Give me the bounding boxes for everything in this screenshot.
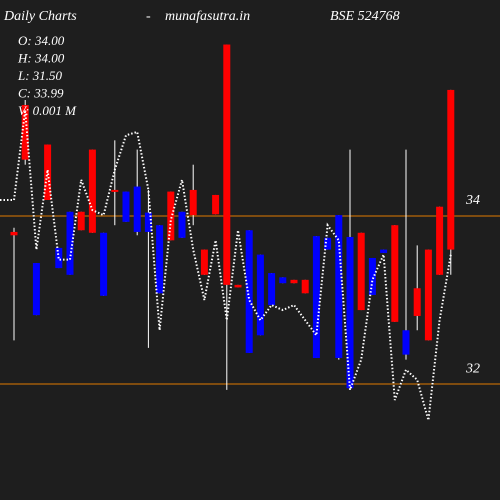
chart-title: Daily Charts xyxy=(3,9,77,24)
candle-body xyxy=(391,225,399,322)
candle-body xyxy=(256,254,264,336)
candle-body xyxy=(144,212,152,232)
candle-body xyxy=(100,232,108,296)
candle-body xyxy=(32,263,40,316)
candle-body xyxy=(368,257,376,295)
candle-body xyxy=(357,232,365,311)
candle-body xyxy=(122,191,130,222)
ohlc-info: H: 34.00 xyxy=(17,50,65,65)
candle-body xyxy=(66,211,74,275)
candle-body xyxy=(402,330,410,355)
candle-body xyxy=(413,288,421,316)
candle-body xyxy=(223,44,231,285)
candle-body xyxy=(290,279,298,284)
ohlc-info: C: 33.99 xyxy=(18,85,64,100)
candle-body xyxy=(380,249,388,253)
candle-body xyxy=(200,249,208,275)
candle-body xyxy=(10,231,18,236)
candle-body xyxy=(133,186,141,232)
candle-body xyxy=(301,279,309,294)
candle-body xyxy=(279,277,287,284)
candle-body xyxy=(245,230,253,353)
candle-body xyxy=(234,284,242,288)
candle-body xyxy=(212,194,220,215)
ohlc-info: V: 0.001 M xyxy=(18,103,77,118)
candle-body xyxy=(156,225,164,294)
average-line xyxy=(0,109,452,421)
candle-body xyxy=(77,211,85,231)
candle-body xyxy=(21,105,29,160)
candle-body xyxy=(268,273,276,306)
candle-body xyxy=(312,236,320,358)
source: munafasutra.in xyxy=(165,9,250,24)
candle-body xyxy=(436,206,444,275)
candle-body xyxy=(346,236,354,389)
candle-body xyxy=(88,149,96,233)
candle-body xyxy=(447,89,455,250)
y-tick-label: 34 xyxy=(465,193,480,208)
y-tick-label: 32 xyxy=(465,361,480,376)
candle-body xyxy=(424,249,432,341)
ohlc-info: L: 31.50 xyxy=(17,68,63,83)
subtitle: BSE 524768 xyxy=(330,9,400,24)
candle-body xyxy=(335,215,343,358)
candle-body xyxy=(189,189,197,216)
candle-body xyxy=(178,211,186,238)
candle-body xyxy=(167,191,175,241)
candle-body xyxy=(324,237,332,250)
candle-body xyxy=(111,189,119,192)
ohlc-info: O: 34.00 xyxy=(18,33,65,48)
title-separator: - xyxy=(146,9,151,24)
